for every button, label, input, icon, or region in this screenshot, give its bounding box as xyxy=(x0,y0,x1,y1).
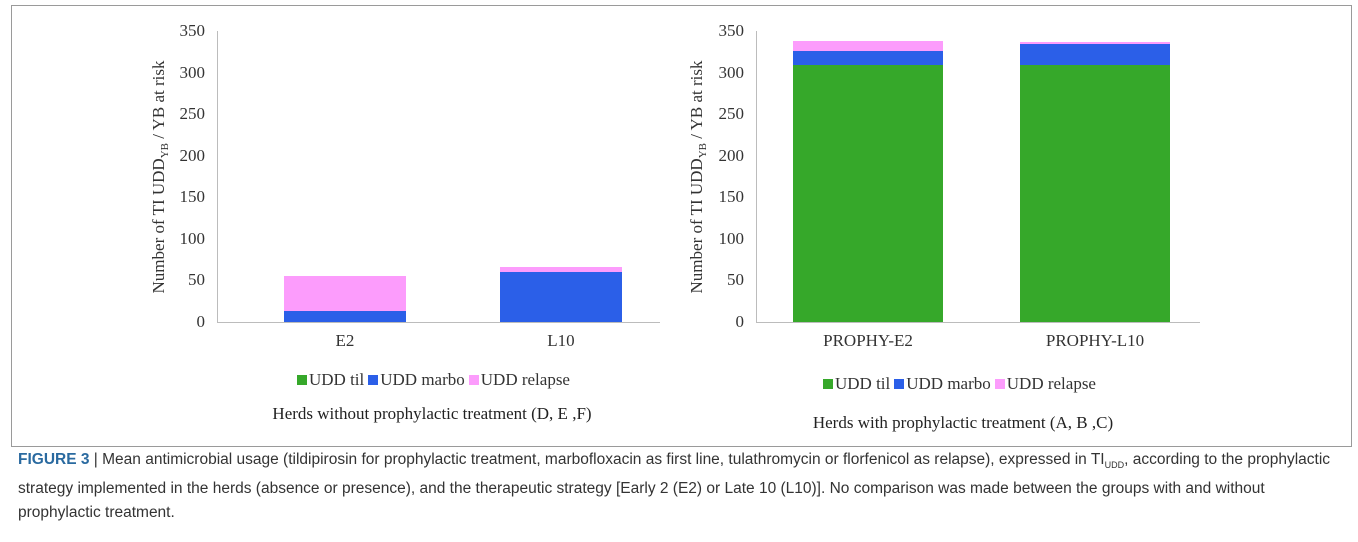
y-tick-label: 300 xyxy=(718,62,745,82)
bar-udd-relapse-l10 xyxy=(500,267,622,273)
y-axis xyxy=(217,31,218,322)
bar-udd-til-prophy-e2 xyxy=(793,65,943,322)
legend-label: UDD til xyxy=(835,374,891,393)
bar-udd-marbo-prophy-l10 xyxy=(1020,44,1170,66)
caption-text-1: | Mean antimicrobial usage (tildipirosin… xyxy=(89,451,1105,468)
bar-udd-marbo-e2 xyxy=(284,311,406,322)
y-tick-label: 200 xyxy=(718,145,745,165)
legend-label: UDD marbo xyxy=(380,370,465,389)
legend-label: UDD relapse xyxy=(480,370,570,389)
x-tick-label: PROPHY-E2 xyxy=(823,331,913,350)
y-tick-label: 350 xyxy=(718,21,745,40)
caption-text-2: , according to the prophylactic strategy… xyxy=(18,451,1331,522)
y-tick-label: 300 xyxy=(179,62,206,82)
x-tick-label: PROPHY-L10 xyxy=(1045,331,1145,350)
chart-legend: UDD til UDD marbo UDD relapse xyxy=(297,370,574,390)
y-tick-label: 250 xyxy=(718,104,745,124)
y-tick-label: 50 xyxy=(727,270,744,290)
y-tick-label: 0 xyxy=(196,312,206,331)
x-axis xyxy=(217,322,660,323)
y-axis-label: Number of TI UDDYB / YB at risk xyxy=(686,60,710,293)
y-tick-label: 350 xyxy=(179,21,206,40)
chart-subtitle: Herds without prophylactic treatment (D,… xyxy=(272,404,592,423)
legend-swatch xyxy=(823,379,833,389)
y-tick-label: 250 xyxy=(179,104,206,124)
legend-item: UDD marbo xyxy=(368,370,465,390)
legend-item: UDD til xyxy=(823,374,890,394)
y-tick-label: 100 xyxy=(179,228,206,248)
chart-subtitle: Herds with prophylactic treatment (A, B … xyxy=(812,413,1114,432)
y-axis xyxy=(756,31,757,322)
legend-swatch xyxy=(994,379,1005,389)
legend-swatch xyxy=(468,375,479,385)
legend-swatch xyxy=(368,375,379,385)
legend-item: UDD marbo xyxy=(894,374,991,394)
legend-swatch xyxy=(297,375,307,385)
bar-udd-marbo-prophy-e2 xyxy=(793,50,943,66)
caption-sub: UDD xyxy=(1104,460,1125,471)
legend-item: UDD til xyxy=(297,370,364,390)
legend-label: UDD marbo xyxy=(906,374,991,393)
x-tick-label: L10 xyxy=(547,331,575,350)
figure-caption: FIGURE 3 | Mean antimicrobial usage (til… xyxy=(18,448,1343,525)
chart-legend: UDD til UDD marbo UDD relapse xyxy=(823,374,1100,394)
y-tick-label: 100 xyxy=(718,228,745,248)
legend-swatch xyxy=(894,379,905,389)
legend-item: UDD relapse xyxy=(994,374,1096,394)
bar-udd-marbo-l10 xyxy=(500,272,622,322)
bar-udd-relapse-e2 xyxy=(284,276,406,312)
legend-item: UDD relapse xyxy=(468,370,570,390)
caption-label: FIGURE 3 xyxy=(18,451,90,468)
legend-label: UDD relapse xyxy=(1006,374,1096,393)
y-tick-label: 150 xyxy=(179,187,206,207)
y-axis-label: Number of TI UDDYB / YB at risk xyxy=(148,60,172,293)
y-tick-label: 200 xyxy=(179,145,206,165)
y-tick-label: 150 xyxy=(718,187,745,207)
x-tick-label: E2 xyxy=(335,331,355,350)
bar-udd-relapse-prophy-e2 xyxy=(793,40,943,51)
y-tick-label: 0 xyxy=(735,312,745,331)
y-tick-label: 50 xyxy=(188,270,205,290)
x-axis xyxy=(756,322,1200,323)
bar-udd-relapse-prophy-l10 xyxy=(1020,41,1170,45)
bar-udd-til-prophy-l10 xyxy=(1020,65,1170,322)
legend-label: UDD til xyxy=(309,370,365,389)
